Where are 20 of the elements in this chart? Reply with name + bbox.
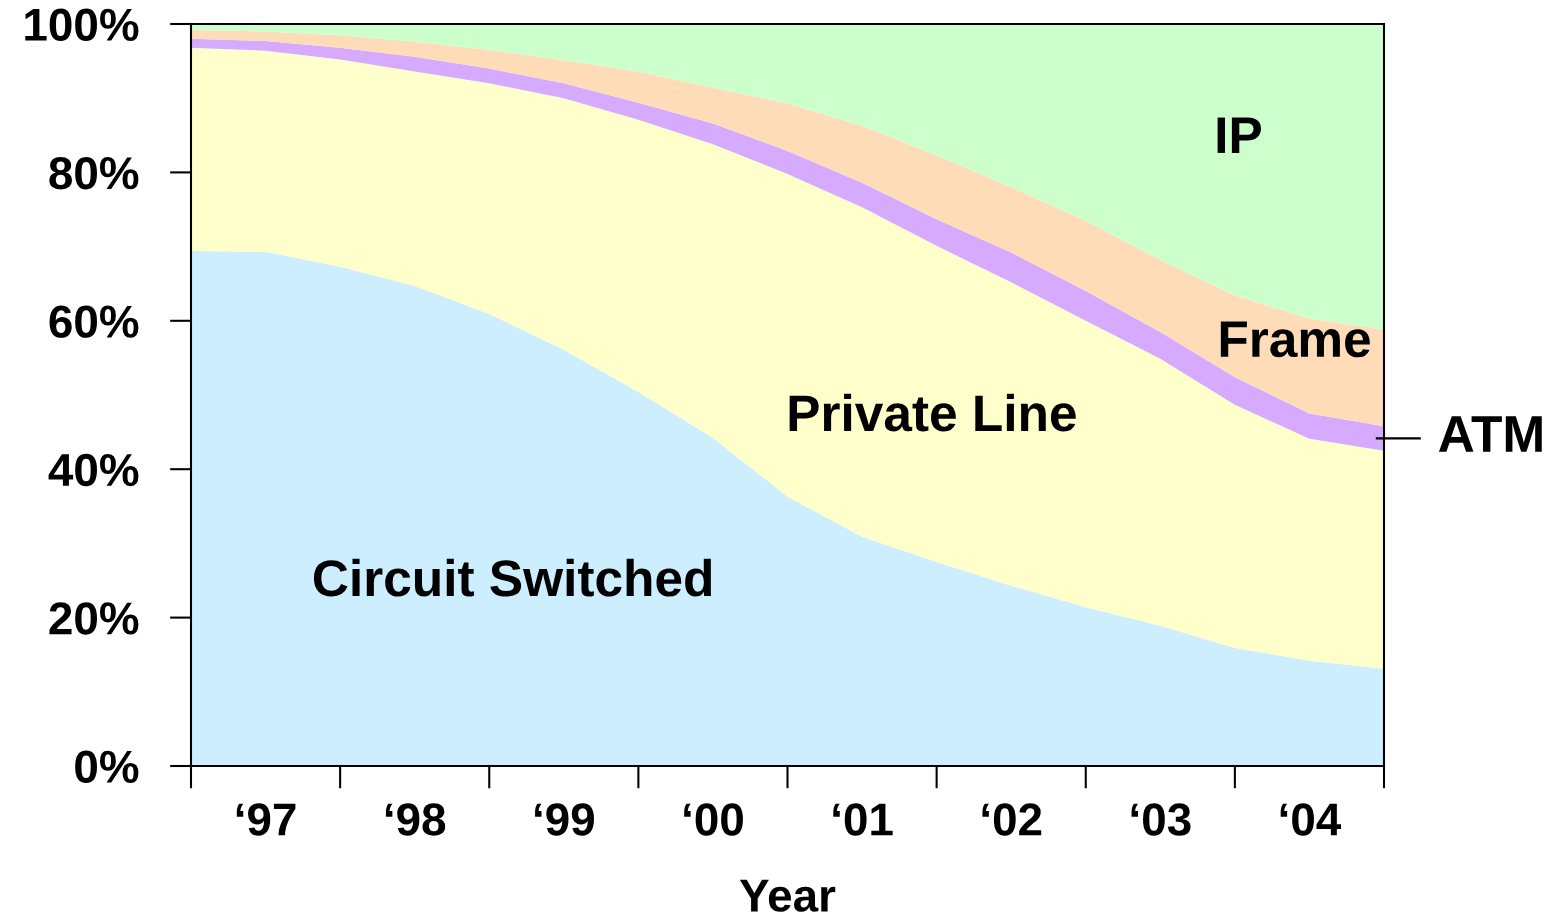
x-tick-label: ‘04 (1280, 803, 1342, 836)
series-label: ATM (1438, 416, 1542, 452)
series-label: Frame (1220, 321, 1370, 358)
x-tick-label: ‘99 (535, 803, 594, 836)
series-label: IP (1217, 117, 1261, 153)
series-label: Circuit Switched (313, 558, 712, 597)
y-tick-label: 80% (49, 157, 139, 190)
x-tick-label: ‘01 (833, 803, 893, 836)
series-label: Private Line (789, 393, 1076, 432)
x-tick-label: ‘03 (1131, 803, 1191, 836)
x-tick-label: ‘00 (684, 803, 743, 836)
y-tick-label: 0% (75, 750, 139, 784)
x-tick-label: ‘02 (982, 803, 1042, 836)
x-tick-label: ‘98 (385, 803, 446, 836)
x-axis-title: Year (739, 879, 836, 912)
y-tick-label: 40% (48, 453, 139, 487)
y-tick-label: 20% (49, 602, 139, 635)
x-tick-label: ‘97 (236, 803, 296, 836)
y-tick-label: 100% (25, 8, 139, 42)
y-tick-label: 60% (49, 305, 139, 338)
